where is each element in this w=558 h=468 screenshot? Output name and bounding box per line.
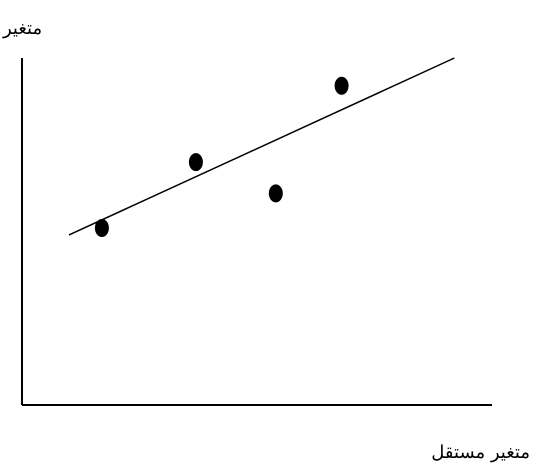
data-point-4: [334, 76, 349, 95]
x-axis-label: متغير مستقل: [431, 442, 530, 463]
data-point-1: [94, 219, 109, 238]
axes: [21, 58, 492, 406]
data-point-3: [268, 184, 283, 203]
trend-line: [68, 57, 455, 236]
data-points: [94, 76, 349, 238]
y-axis-label: متغير: [2, 18, 42, 39]
data-point-2: [188, 153, 203, 172]
